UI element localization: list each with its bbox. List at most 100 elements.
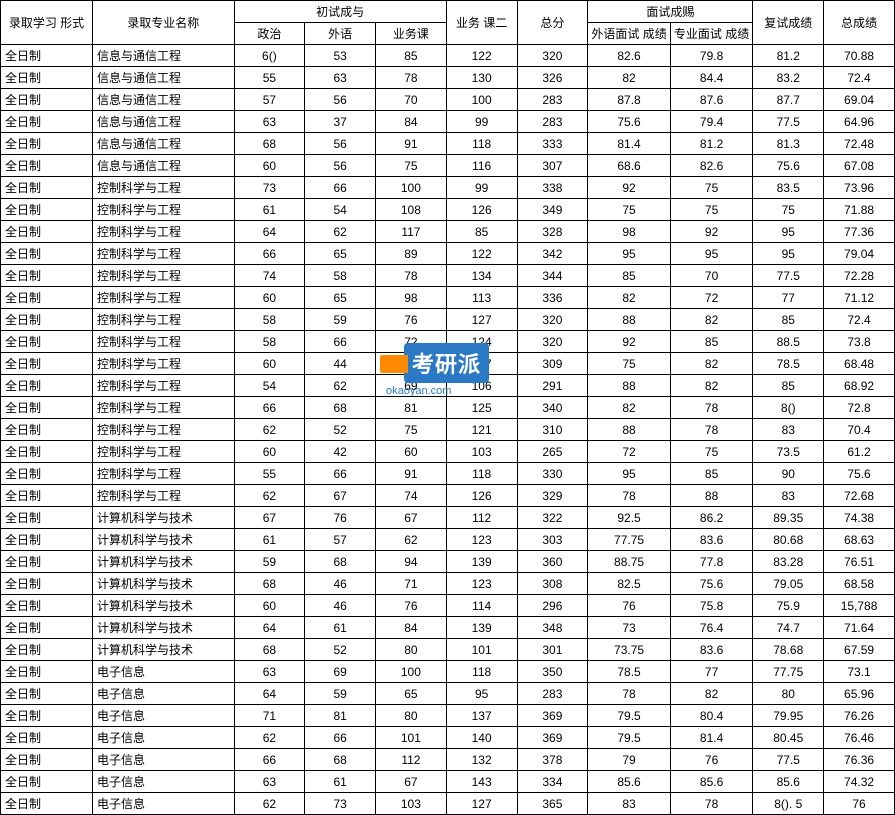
cell-form: 全日制: [1, 133, 93, 155]
cell-value: 66: [305, 331, 376, 353]
cell-value: 334: [517, 771, 588, 793]
cell-value: 76.26: [824, 705, 895, 727]
cell-value: 68.48: [824, 353, 895, 375]
cell-value: 91: [376, 133, 447, 155]
cell-value: 75: [376, 419, 447, 441]
cell-value: 92: [588, 331, 671, 353]
cell-value: 72.28: [824, 265, 895, 287]
cell-value: 60: [234, 595, 305, 617]
cell-major: 控制科学与工程: [92, 463, 234, 485]
cell-value: 46: [305, 573, 376, 595]
cell-value: 126: [446, 199, 517, 221]
cell-value: 76.4: [670, 617, 753, 639]
cell-value: 340: [517, 397, 588, 419]
header-group-interview: 面试成赐: [588, 1, 753, 23]
cell-value: 338: [517, 177, 588, 199]
cell-form: 全日制: [1, 749, 93, 771]
cell-value: 62: [234, 419, 305, 441]
cell-value: 68: [234, 573, 305, 595]
cell-value: 72.8: [824, 397, 895, 419]
cell-form: 全日制: [1, 199, 93, 221]
cell-value: 83.28: [753, 551, 824, 573]
cell-value: 68: [234, 639, 305, 661]
cell-value: 82: [588, 287, 671, 309]
cell-value: 62: [234, 727, 305, 749]
cell-value: 81.2: [753, 45, 824, 67]
cell-value: 100: [446, 89, 517, 111]
cell-value: 61: [305, 771, 376, 793]
cell-form: 全日制: [1, 397, 93, 419]
cell-value: 55: [234, 67, 305, 89]
cell-value: 62: [234, 485, 305, 507]
cell-value: 88.5: [753, 331, 824, 353]
cell-value: 113: [446, 287, 517, 309]
cell-value: 80: [376, 639, 447, 661]
cell-value: 122: [446, 243, 517, 265]
cell-value: 74: [234, 265, 305, 287]
cell-value: 87.7: [753, 89, 824, 111]
cell-value: 73: [305, 793, 376, 815]
cell-value: 88: [670, 485, 753, 507]
cell-value: 76: [305, 507, 376, 529]
table-row: 全日制控制科学与工程54626910629188828568.92: [1, 375, 895, 397]
cell-major: 电子信息: [92, 661, 234, 683]
cell-value: 56: [305, 155, 376, 177]
cell-value: 77.36: [824, 221, 895, 243]
cell-value: 75.9: [753, 595, 824, 617]
table-row: 全日制计算机科学与技术68467112330882.575.679.0568.5…: [1, 573, 895, 595]
cell-value: 99: [446, 177, 517, 199]
cell-value: 307: [517, 155, 588, 177]
cell-major: 计算机科学与技术: [92, 573, 234, 595]
cell-form: 全日制: [1, 485, 93, 507]
cell-form: 全日制: [1, 793, 93, 815]
cell-value: 76: [588, 595, 671, 617]
cell-major: 电子信息: [92, 727, 234, 749]
cell-value: 61.2: [824, 441, 895, 463]
cell-value: 80.4: [670, 705, 753, 727]
table-row: 全日制信息与通信工程6()538512232082.679.881.270.88: [1, 45, 895, 67]
table-row: 全日制计算机科学与技术61576212330377.7583.680.6868.…: [1, 529, 895, 551]
cell-value: 95: [753, 221, 824, 243]
cell-value: 69.04: [824, 89, 895, 111]
table-row: 全日制信息与通信工程60567511630768.682.675.667.08: [1, 155, 895, 177]
cell-value: 84.4: [670, 67, 753, 89]
cell-value: 81.2: [670, 133, 753, 155]
table-row: 全日制控制科学与工程66688112534082788()72.8: [1, 397, 895, 419]
table-row: 全日制电子信息626610114036979.581.480.4576.46: [1, 727, 895, 749]
table-row: 全日制电子信息63616714333485.685.685.674.32: [1, 771, 895, 793]
cell-value: 82: [670, 375, 753, 397]
cell-value: 77: [753, 287, 824, 309]
cell-value: 64.96: [824, 111, 895, 133]
cell-form: 全日制: [1, 331, 93, 353]
cell-value: 78.68: [753, 639, 824, 661]
cell-form: 全日制: [1, 45, 93, 67]
cell-value: 75: [588, 199, 671, 221]
cell-value: 77.75: [588, 529, 671, 551]
cell-value: 322: [517, 507, 588, 529]
cell-major: 计算机科学与技术: [92, 529, 234, 551]
cell-value: 83.6: [670, 529, 753, 551]
cell-form: 全日制: [1, 309, 93, 331]
cell-value: 76.51: [824, 551, 895, 573]
cell-form: 全日制: [1, 111, 93, 133]
cell-value: 82: [588, 397, 671, 419]
cell-value: 140: [446, 727, 517, 749]
cell-major: 控制科学与工程: [92, 177, 234, 199]
cell-value: 66: [305, 727, 376, 749]
cell-value: 308: [517, 573, 588, 595]
table-row: 全日制信息与通信工程6337849928375.679.477.564.96: [1, 111, 895, 133]
cell-major: 电子信息: [92, 771, 234, 793]
table-row: 全日制电子信息636910011835078.57777.7573.1: [1, 661, 895, 683]
cell-value: 139: [446, 551, 517, 573]
cell-major: 信息与通信工程: [92, 111, 234, 133]
cell-value: 92: [588, 177, 671, 199]
cell-value: 74: [376, 485, 447, 507]
cell-form: 全日制: [1, 507, 93, 529]
cell-major: 控制科学与工程: [92, 199, 234, 221]
cell-value: 75.8: [670, 595, 753, 617]
cell-value: 60: [234, 353, 305, 375]
cell-value: 81.4: [670, 727, 753, 749]
cell-value: 137: [446, 705, 517, 727]
cell-value: 8(): [753, 397, 824, 419]
table-row: 全日制控制科学与工程64621178532898929577.36: [1, 221, 895, 243]
